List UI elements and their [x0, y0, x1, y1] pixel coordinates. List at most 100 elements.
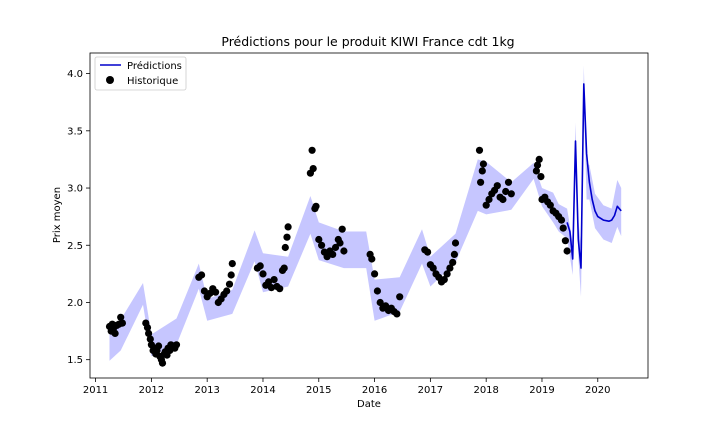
historique-point [223, 287, 231, 295]
x-tick-label: 2016 [362, 385, 387, 396]
y-axis-label: Prix moyen [52, 187, 63, 243]
x-tick-label: 2012 [139, 385, 164, 396]
historique-point [336, 239, 344, 247]
historique-point [283, 233, 291, 241]
historique-point [368, 255, 376, 263]
historique-point [265, 278, 273, 286]
historique-point [499, 195, 507, 204]
historique-point [507, 190, 515, 198]
historique-point [557, 216, 566, 224]
historique-point [450, 250, 458, 258]
historique-point [493, 182, 501, 190]
x-tick-label: 2017 [418, 385, 443, 396]
historique-point [117, 313, 125, 321]
historique-point [281, 243, 289, 252]
historique-point [158, 359, 167, 367]
historique-point [212, 288, 220, 296]
historique-points-layer [105, 146, 571, 367]
historique-point [446, 264, 454, 272]
historique-point [312, 202, 320, 210]
x-tick-label: 2011 [83, 385, 108, 396]
historique-point [331, 243, 340, 252]
historique-point [478, 167, 486, 175]
historique-point [329, 250, 337, 258]
historique-point [118, 319, 126, 327]
historique-point [561, 237, 570, 245]
historique-point [276, 285, 284, 293]
historique-point [533, 161, 542, 169]
historique-point [284, 223, 292, 231]
x-tick-label: 2013 [194, 385, 219, 396]
historique-point [145, 329, 153, 337]
y-tick-label: 3.5 [67, 126, 83, 137]
x-tick-label: 2014 [250, 385, 275, 396]
historique-point [146, 335, 154, 343]
historique-point [111, 329, 119, 337]
y-tick-label: 3.0 [67, 184, 83, 195]
x-tick-label: 2020 [585, 385, 610, 396]
historique-point [563, 247, 571, 255]
historique-point [227, 271, 235, 279]
historique-point [318, 241, 326, 249]
historique-point [532, 167, 541, 175]
y-axis: 1.5 2.0 2.5 3.0 3.5 4.0 [67, 69, 90, 366]
historique-point [155, 342, 163, 350]
predictions-line [566, 83, 622, 269]
historique-point [323, 253, 331, 261]
historique-point [475, 146, 484, 154]
historique-point [338, 225, 346, 233]
y-tick-label: 1.5 [67, 355, 83, 366]
historique-point [477, 178, 485, 186]
historique-point [424, 248, 432, 256]
legend-historique-swatch [106, 76, 114, 84]
historique-point [308, 146, 316, 154]
historique-point [280, 264, 288, 272]
historique-point [504, 178, 513, 186]
legend: Prédictions Historique [94, 56, 187, 91]
x-axis-label: Date [357, 399, 381, 410]
historique-point [256, 262, 264, 270]
historique-point [172, 341, 181, 349]
historique-point [482, 201, 490, 209]
historique-point [225, 280, 234, 288]
x-axis: 2011 2012 2013 2014 2015 2016 2017 2018 2019 2020 [83, 378, 611, 396]
historique-point [371, 270, 379, 278]
legend-historique-label: Historique [127, 76, 178, 87]
y-tick-label: 2.5 [67, 241, 83, 252]
legend-predictions-label: Prédictions [127, 60, 182, 72]
plot-frame [89, 52, 649, 379]
historique-point [376, 298, 384, 307]
x-tick-label: 2019 [529, 385, 554, 396]
historique-point [535, 155, 543, 163]
confidence-band [109, 65, 622, 361]
historique-point [270, 276, 278, 284]
historique-point [259, 270, 267, 278]
historique-point [429, 264, 437, 272]
historique-point [393, 310, 401, 318]
historique-point [198, 271, 206, 279]
historique-point [440, 276, 448, 284]
historique-point [451, 239, 460, 247]
historique-point [267, 284, 275, 292]
historique-point [546, 201, 554, 209]
historique-point [396, 293, 404, 301]
historique-point [537, 173, 545, 181]
historique-point [315, 235, 323, 244]
x-tick-label: 2018 [473, 385, 498, 396]
historique-point [228, 260, 236, 268]
y-tick-label: 4.0 [67, 69, 83, 80]
historique-point [373, 287, 381, 295]
historique-point [143, 324, 152, 332]
historique-point [340, 247, 348, 255]
historique-point [559, 224, 567, 232]
x-tick-label: 2015 [306, 385, 331, 396]
historique-point [449, 258, 457, 266]
historique-point [479, 160, 487, 168]
predictions-line-layer [566, 83, 622, 269]
historique-point [485, 195, 493, 204]
historique-point [443, 270, 451, 278]
historique-point [502, 187, 510, 196]
y-tick-label: 2.0 [67, 298, 83, 309]
